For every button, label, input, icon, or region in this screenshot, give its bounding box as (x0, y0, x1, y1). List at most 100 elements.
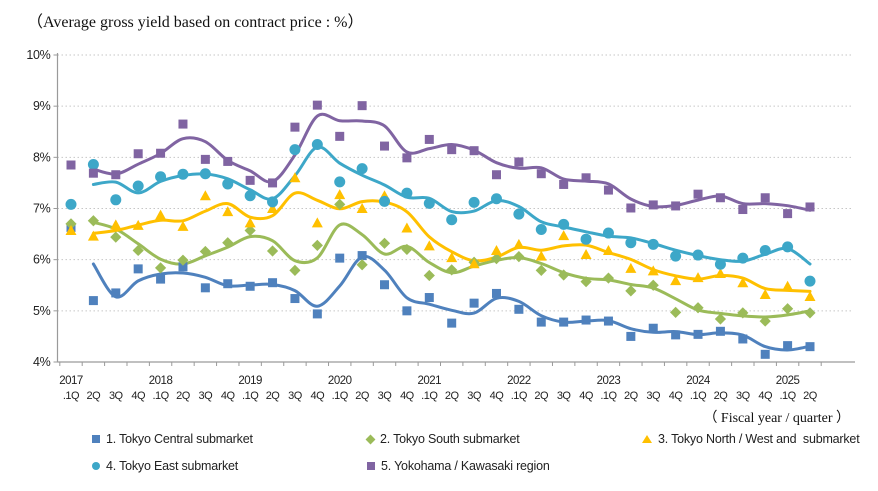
series-2-marker (378, 237, 391, 249)
series-4-marker (177, 168, 189, 180)
series-4-marker (311, 139, 323, 151)
x-quarter-label: 2Q (445, 390, 460, 402)
series-2-marker (647, 279, 659, 291)
y-tick-label: 4% (33, 355, 51, 369)
series-3-marker (87, 230, 99, 241)
series-3-marker (759, 288, 771, 299)
series-5-marker (671, 201, 681, 211)
series-5-marker (805, 202, 815, 212)
series-2-marker (289, 264, 301, 277)
series-1-marker (290, 294, 300, 304)
series-1-marker (88, 296, 98, 306)
series-5-marker (88, 168, 98, 178)
x-quarter-label: 4Q (579, 390, 594, 402)
series-1-marker (223, 279, 233, 289)
series-5-marker (312, 100, 322, 110)
series-4-marker (401, 187, 413, 199)
series-4-marker (782, 241, 794, 253)
series-3-marker (782, 280, 794, 291)
x-quarter-label: 4Q (400, 390, 415, 402)
series-1-marker (424, 293, 434, 303)
series-1-marker (648, 323, 658, 333)
series-4-marker (513, 208, 525, 220)
series-1-marker (133, 264, 143, 274)
x-year-label: 2021 (418, 375, 442, 387)
series-3-marker (199, 190, 211, 201)
series-2-marker (334, 198, 346, 211)
series-2-marker (401, 243, 413, 256)
series-3-marker (558, 230, 570, 241)
series-1-marker (156, 274, 166, 284)
x-quarter-label: 2Q (624, 390, 639, 402)
series-4-marker (334, 176, 346, 188)
series-1-marker (738, 334, 748, 344)
series-1-marker (715, 326, 725, 336)
series-5-marker (357, 101, 367, 111)
series-1-marker (380, 280, 390, 290)
series-3-marker (490, 244, 502, 255)
series-5-marker (738, 205, 748, 215)
series-4-marker (580, 233, 592, 245)
series-5-marker (760, 193, 770, 203)
series-3-marker (311, 217, 323, 228)
series-1-marker (200, 283, 210, 293)
series-3-marker (289, 172, 301, 183)
series-3-marker (334, 189, 346, 200)
x-year-label: 2017 (59, 375, 83, 387)
x-quarter-label: .1Q (600, 390, 617, 402)
series-4-marker (602, 227, 614, 239)
series-3-marker (580, 249, 592, 260)
series-4-marker (446, 214, 458, 226)
series-3-marker (602, 244, 614, 255)
series-2-marker (356, 259, 368, 271)
x-quarter-label: 4Q (758, 390, 773, 402)
series-5-marker (245, 175, 255, 185)
x-year-label: 2019 (238, 375, 262, 387)
series-2-marker (266, 245, 279, 257)
series-3-marker (356, 203, 368, 213)
series-3-marker (110, 219, 122, 230)
series-4-marker (199, 168, 211, 180)
series-4-marker (625, 237, 637, 249)
x-quarter-label: 4Q (131, 390, 146, 402)
series-1-marker (402, 306, 412, 316)
series-1-marker (783, 341, 793, 351)
series-5-marker (447, 145, 457, 155)
x-quarter-label: .1Q (421, 390, 438, 402)
series-2-marker (558, 269, 570, 281)
series-5-marker (536, 169, 546, 179)
series-5-marker (693, 189, 703, 199)
series-2-marker (782, 303, 794, 315)
series-1-marker (111, 288, 121, 298)
series-5-marker (648, 200, 658, 210)
legend-label: 5. Yokohama / Kawasaki region (381, 459, 550, 473)
series-3-marker (267, 203, 279, 213)
series-4-marker (468, 196, 480, 208)
series-5-marker (469, 146, 479, 156)
legend-marker-triangle-icon (642, 435, 652, 443)
x-quarter-label: 4Q (669, 390, 684, 402)
series-5-marker (491, 170, 501, 180)
series-4-marker (423, 197, 435, 209)
series-2-marker (759, 315, 771, 327)
series-5-marker (335, 131, 345, 141)
x-quarter-label: 2Q (714, 390, 729, 402)
x-quarter-label: 2Q (534, 390, 549, 402)
series-1-marker (357, 251, 367, 261)
y-tick-label: 7% (33, 202, 51, 216)
x-quarter-label: 2Q (803, 390, 818, 402)
legend-label: 1. Tokyo Central submarket (106, 432, 253, 446)
series-2-marker (580, 276, 592, 288)
series-3-marker (401, 222, 413, 233)
series-5-marker (156, 148, 166, 158)
legend-label: 2. Tokyo South submarket (380, 432, 520, 446)
series-1-marker (536, 317, 546, 327)
x-quarter-label: .1Q (63, 390, 80, 402)
series-4-marker (804, 275, 816, 287)
series-4-marker (692, 249, 704, 261)
x-quarter-label: .1Q (690, 390, 707, 402)
series-3-marker (177, 220, 189, 231)
x-quarter-label: 2Q (176, 390, 191, 402)
series-1-marker (626, 331, 636, 341)
series-3-marker (468, 258, 480, 269)
